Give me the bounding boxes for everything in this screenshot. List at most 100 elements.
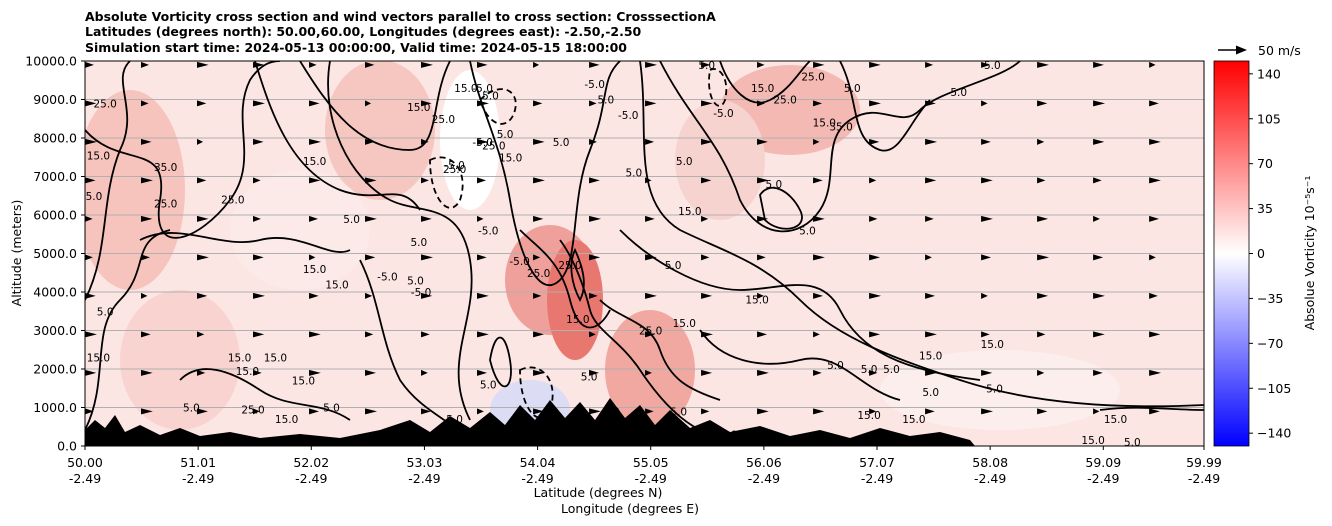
contour-line <box>639 61 1204 408</box>
wind-vector <box>85 177 96 184</box>
vort-blob-west <box>85 90 185 290</box>
contour-label: 5.0 <box>922 387 939 399</box>
wind-vector <box>197 292 208 299</box>
wind-vector <box>197 215 209 222</box>
contour-label: 25.0 <box>154 198 177 210</box>
wind-vector <box>85 61 94 68</box>
wind-vector <box>925 100 936 107</box>
contour-label: 5.0 <box>844 83 861 95</box>
contour-label: -5.0 <box>509 256 530 268</box>
wind-vector <box>533 215 544 222</box>
contour-line <box>519 229 611 329</box>
y-tick-label: 2000.0 <box>33 362 77 377</box>
wind-vector <box>1093 369 1103 376</box>
wind-vector <box>645 331 656 338</box>
contour-label: 15.0 <box>673 318 696 330</box>
wind-vector <box>589 215 602 222</box>
wind-vector <box>141 369 153 376</box>
wind-vector <box>1093 61 1104 68</box>
wind-vector <box>197 177 207 184</box>
wind-vector <box>645 177 652 184</box>
colorbar-tick-label: −140 <box>1257 426 1291 441</box>
wind-vector <box>1149 177 1161 184</box>
wind-vector <box>813 408 825 415</box>
wind-vector <box>365 331 374 338</box>
contour-label: 5.0 <box>721 429 738 441</box>
wind-vector <box>589 138 597 145</box>
wind-vector <box>365 215 377 222</box>
wind-vector <box>421 254 434 261</box>
wind-vector <box>477 177 487 184</box>
x-tick-label-lon: -2.49 <box>408 471 440 486</box>
wind-vector <box>701 61 711 68</box>
wind-vector <box>253 408 260 415</box>
wind-vector <box>645 61 658 68</box>
wind-vector <box>757 254 766 261</box>
wind-vector <box>869 292 882 299</box>
wind-vector <box>645 254 657 261</box>
wind-vector <box>701 292 713 299</box>
contour-label: 15.0 <box>981 339 1004 351</box>
wind-vector <box>365 138 375 145</box>
contour-label: 25.0 <box>482 141 505 153</box>
wind-vector <box>197 254 209 261</box>
wind-vector <box>813 138 820 145</box>
wind-vector <box>1093 254 1104 261</box>
wind-vector <box>309 369 321 376</box>
contour-label: -5.0 <box>584 79 605 91</box>
y-axis-label: Altitude (meters) <box>9 200 24 307</box>
wind-vector <box>253 331 265 338</box>
wind-vector <box>477 254 487 261</box>
contour-label: 15.0 <box>1081 435 1104 447</box>
wind-vector <box>85 331 97 338</box>
contour-label: 5.0 <box>883 364 900 376</box>
contour-label: 5.0 <box>446 414 463 426</box>
contour-label: 15.0 <box>87 352 110 364</box>
contour-label: 15.0 <box>678 206 701 218</box>
wind-vector <box>925 408 935 415</box>
x-tick-label-lon: -2.49 <box>521 471 553 486</box>
contour-label: 25.0 <box>443 164 466 176</box>
wind-vector <box>589 254 601 261</box>
wind-vector <box>477 138 489 145</box>
colorbar-tick-label: −35 <box>1257 291 1283 306</box>
vort-blob-neutral <box>440 70 500 210</box>
wind-vector <box>981 254 992 261</box>
x-tick-label-lon: -2.49 <box>69 471 101 486</box>
wind-vector <box>981 292 988 299</box>
wind-vector <box>421 100 432 107</box>
contour-label: -5.0 <box>377 272 398 284</box>
x-tick-label-lat: 54.04 <box>520 455 556 470</box>
contour-label: 5.0 <box>603 406 620 418</box>
wind-vector <box>925 215 934 222</box>
contour-label: 5.0 <box>676 156 693 168</box>
contour-label: 25.0 <box>241 404 264 416</box>
contour-label: 15.0 <box>499 152 522 164</box>
wind-vector <box>645 292 657 299</box>
wind-vector <box>533 369 546 376</box>
wind-vector <box>477 292 489 299</box>
contour-line <box>619 229 981 381</box>
contour-label: 5.0 <box>323 403 340 415</box>
wind-vector <box>141 100 149 107</box>
wind-vector <box>701 177 712 184</box>
wind-vector <box>253 100 265 107</box>
wind-vector <box>925 61 934 68</box>
wind-vector <box>421 215 432 222</box>
contour-label: 5.0 <box>766 179 783 191</box>
wind-vector <box>309 138 321 145</box>
y-tick-label: 7000.0 <box>33 169 77 184</box>
wind-vector <box>1149 254 1156 261</box>
wind-vector <box>85 254 93 261</box>
wind-vector <box>1149 138 1161 145</box>
wind-vector <box>141 138 152 145</box>
contour-label: 35.0 <box>154 162 177 174</box>
wind-vector <box>813 61 825 68</box>
wind-vector <box>253 177 261 184</box>
contour-label: 25.0 <box>801 71 824 83</box>
wind-vector <box>309 177 321 184</box>
contour-label: -5.0 <box>618 110 639 122</box>
wind-vector <box>421 292 433 299</box>
wind-vector <box>757 292 764 299</box>
x-tick-label-lat: 57.07 <box>859 455 895 470</box>
